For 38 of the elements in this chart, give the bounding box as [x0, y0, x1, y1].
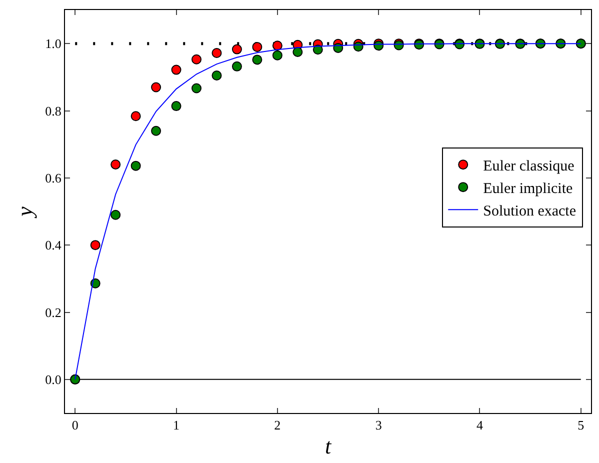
x-tick-label: 3 [375, 418, 382, 433]
point [192, 83, 202, 94]
y-tick-label: 0.4 [45, 238, 62, 253]
point [151, 126, 162, 136]
point [151, 82, 162, 92]
y-tick-label: 0.6 [45, 170, 62, 186]
point [252, 42, 262, 52]
legend-label: Solution exacte [483, 203, 576, 220]
point [252, 54, 262, 65]
point [232, 44, 242, 54]
point [171, 101, 182, 112]
y-tick-label: 0.2 [45, 304, 62, 320]
point [192, 54, 202, 64]
x-tick-label: 4 [476, 418, 484, 433]
x-tick-label: 0 [72, 418, 78, 433]
point [212, 48, 222, 58]
legend-label: Euler classique [483, 158, 575, 174]
point [292, 46, 303, 57]
point [212, 70, 222, 80]
y-tick-label: 0.8 [45, 103, 62, 118]
x-tick-label: 1 [173, 418, 180, 433]
point [130, 160, 141, 171]
point [110, 210, 121, 220]
point [171, 64, 182, 75]
point [312, 44, 323, 55]
point [110, 159, 121, 170]
point [130, 111, 141, 122]
x-tick-label: 5 [578, 418, 584, 433]
y-tick-label: 1.0 [45, 36, 62, 52]
y-axis-title: y [12, 206, 37, 218]
point [90, 240, 100, 250]
point [272, 50, 282, 60]
x-tick-label: 2 [274, 418, 281, 433]
point [272, 40, 282, 51]
legend-label: Euler implicite [483, 180, 574, 197]
x-axis-title: t [324, 434, 332, 458]
point [232, 61, 242, 72]
y-tick-label: 0.0 [45, 372, 62, 387]
